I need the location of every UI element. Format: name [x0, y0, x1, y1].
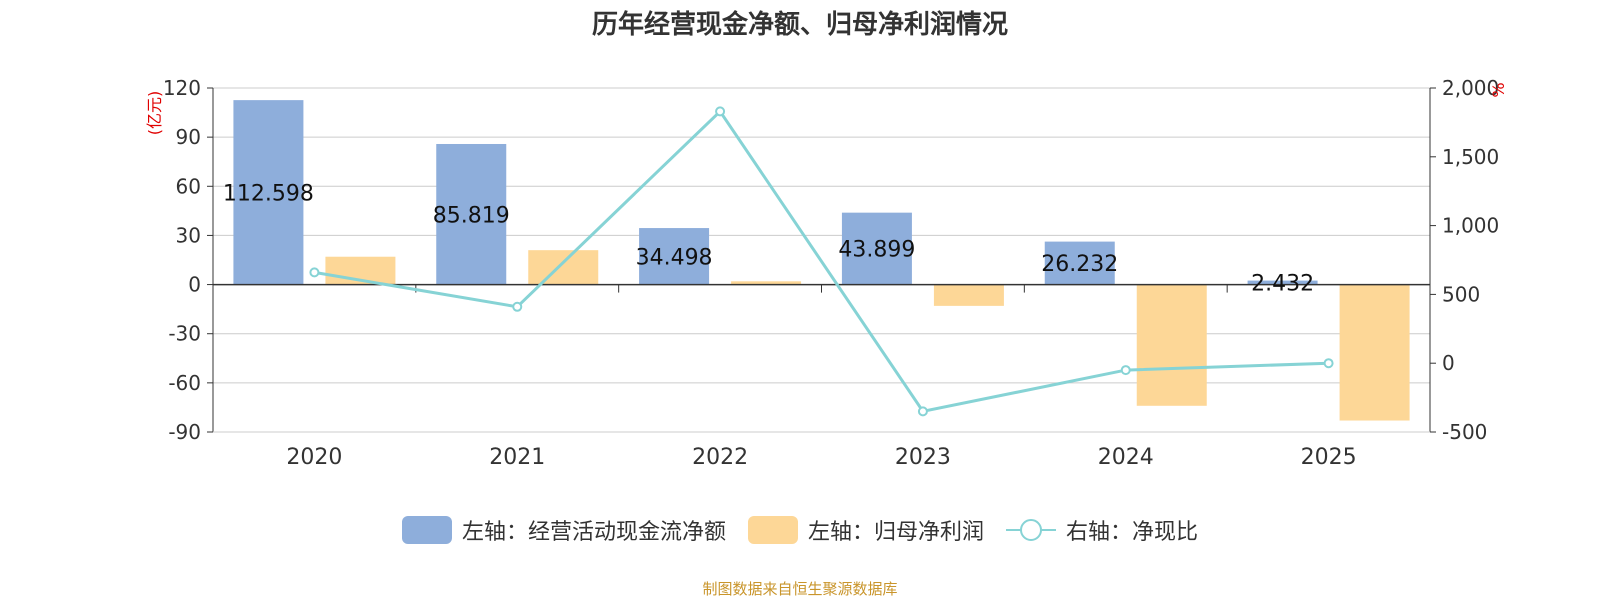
line-point-cash-ratio: [309, 267, 320, 278]
left-axis-tick-label: 60: [176, 174, 201, 198]
line-point-cash-ratio: [715, 106, 726, 117]
line-circle-swatch-icon: [1006, 516, 1056, 544]
legend: 左轴：经营活动现金流净额 左轴：归母净利润 右轴：净现比: [0, 514, 1600, 546]
line-series-layer: [309, 106, 1334, 417]
x-axis-tick-label: 2021: [489, 445, 545, 470]
bar-net-profit: [528, 250, 599, 285]
bar-series-layer: [233, 100, 1410, 421]
bar-cash-flow: [1044, 241, 1115, 285]
bar-swatch-icon: [401, 516, 452, 544]
legend-label: 右轴：净现比: [1066, 520, 1199, 545]
right-axis-tick-label: -500: [1442, 420, 1487, 444]
bar-cash-flow: [436, 143, 507, 285]
axes: 120 90 60 30 0 -30 -60 -90 2,000 1,500 1,000 500 0 -5…: [163, 76, 1499, 470]
left-axis-tick-label: -30: [168, 322, 201, 346]
legend-label: 左轴：经营活动现金流净额: [461, 520, 726, 545]
right-axis-tick-label: 1,500: [1442, 145, 1499, 169]
legend-item-cash-flow[interactable]: 左轴：经营活动现金流净额: [401, 514, 726, 546]
data-label-cash-flow: 112.598: [223, 181, 314, 206]
legend-item-net-profit[interactable]: 左轴：归母净利润: [747, 514, 984, 546]
bar-cash-flow: [639, 228, 710, 285]
x-axis-tick-label: 2023: [895, 445, 951, 470]
left-axis-unit: (亿元): [145, 91, 164, 136]
right-axis-tick-label: 1,000: [1442, 214, 1499, 238]
chart-title: 历年经营现金净额、归母净利润情况: [591, 10, 1008, 40]
left-axis-tick-label: 90: [176, 125, 201, 149]
left-axis-tick-label: -60: [168, 371, 201, 395]
right-axis-tick-label: 2,000: [1442, 76, 1499, 100]
legend-item-cash-ratio[interactable]: 右轴：净现比: [1006, 514, 1198, 546]
data-label-cash-flow: 26.232: [1041, 252, 1118, 277]
x-axis-tick-label: 2025: [1301, 445, 1357, 470]
data-labels: 112.598 85.819 34.498 43.899 26.232 2.432: [223, 181, 1314, 296]
data-label-cash-flow: 85.819: [433, 203, 510, 228]
bar-cash-flow: [1247, 280, 1318, 285]
right-axis-unit: %: [1489, 82, 1508, 97]
line-point-cash-ratio: [512, 301, 523, 312]
data-label-cash-flow: 43.899: [838, 238, 915, 263]
line-cash-ratio: [314, 109, 1329, 414]
right-axis-tick-label: 500: [1442, 282, 1480, 306]
left-axis-tick-label: -90: [168, 420, 201, 444]
bar-net-profit: [1339, 284, 1410, 421]
data-label-cash-flow: 34.498: [636, 245, 713, 270]
bar-net-profit: [933, 284, 1004, 306]
bar-net-profit: [1136, 284, 1207, 406]
left-axis-tick-label: 120: [163, 76, 201, 100]
right-axis-tick-label: 0: [1442, 351, 1455, 375]
x-axis-tick-label: 2024: [1098, 445, 1154, 470]
line-point-cash-ratio: [1323, 358, 1334, 369]
data-label-cash-flow: 2.432: [1251, 272, 1314, 297]
left-axis-tick-label: 30: [176, 223, 201, 247]
x-axis-tick-label: 2020: [286, 445, 342, 470]
left-axis-tick-label: 0: [188, 273, 201, 297]
line-point-cash-ratio: [1120, 365, 1131, 376]
bar-net-profit: [731, 281, 802, 285]
x-axis-tick-label: 2022: [692, 445, 748, 470]
line-point-cash-ratio: [917, 406, 928, 417]
bar-cash-flow: [841, 212, 912, 285]
legend-label: 左轴：归母净利润: [807, 520, 984, 545]
source-note: 制图数据来自恒生聚源数据库: [702, 580, 898, 598]
bar-cash-flow: [233, 100, 304, 285]
bar-swatch-icon: [747, 516, 798, 544]
